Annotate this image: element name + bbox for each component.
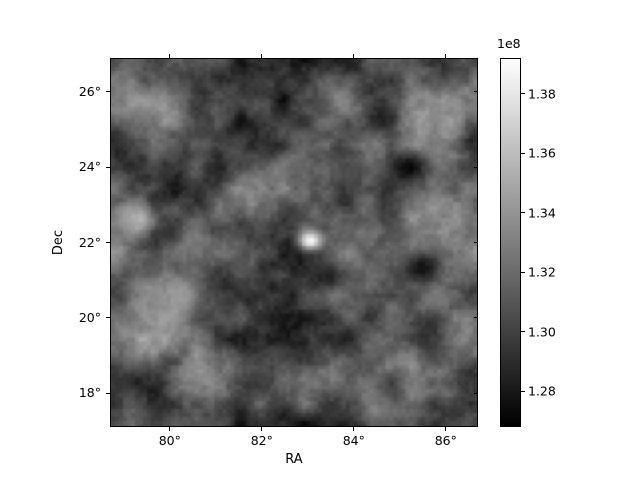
y-axis-label-holder: Dec [0,58,67,427]
x-tick-label: 80° [158,433,181,448]
colorbar-tick-mark [521,152,525,154]
colorbar-offset-text: 1e8 [497,36,521,51]
x-tick-mark-inner [353,54,355,58]
y-tick-mark-inner [474,166,478,168]
y-tick-label: 24° [78,158,101,174]
y-tick-label: 20° [78,309,101,325]
x-tick-mark [353,427,355,431]
y-axis-label: Dec [51,229,67,256]
colorbar-tick-mark [521,271,525,273]
sky-map-axes[interactable] [110,58,478,427]
y-tick-mark [106,91,110,93]
x-tick-label: 86° [434,433,457,448]
colorbar-tick-mark [521,212,525,214]
colorbar-tick-mark [521,331,525,333]
colorbar-tick-label: 1.38 [528,86,556,102]
y-tick-label: 18° [78,384,101,400]
x-axis-label: RA [285,452,303,467]
x-tick-label: 82° [250,433,273,448]
y-tick-mark [106,317,110,319]
y-tick-mark-inner [474,317,478,319]
colorbar-gradient [501,59,520,426]
sky-map-image [111,59,477,426]
colorbar-axes[interactable] [500,58,521,427]
x-tick-mark-inner [169,54,171,58]
x-tick-mark [445,427,447,431]
y-tick-mark-inner [474,91,478,93]
x-tick-mark-inner [261,54,263,58]
colorbar-tick-label: 1.30 [528,324,556,340]
colorbar-tick-mark [521,93,525,95]
y-tick-mark [106,166,110,168]
x-tick-label: 84° [342,433,365,448]
colorbar-tick-label: 1.28 [528,383,556,399]
y-tick-label: 26° [78,83,101,99]
colorbar-tick-mark [521,390,525,392]
y-tick-label: 22° [78,234,101,250]
y-tick-mark [106,242,110,244]
x-tick-mark [261,427,263,431]
y-tick-mark-inner [474,392,478,394]
x-tick-mark-inner [445,54,447,58]
colorbar-tick-label: 1.36 [528,145,556,161]
x-tick-mark [169,427,171,431]
y-tick-mark [106,392,110,394]
colorbar-tick-label: 1.32 [528,264,556,280]
y-tick-mark-inner [474,242,478,244]
colorbar-tick-label: 1.34 [528,205,556,221]
